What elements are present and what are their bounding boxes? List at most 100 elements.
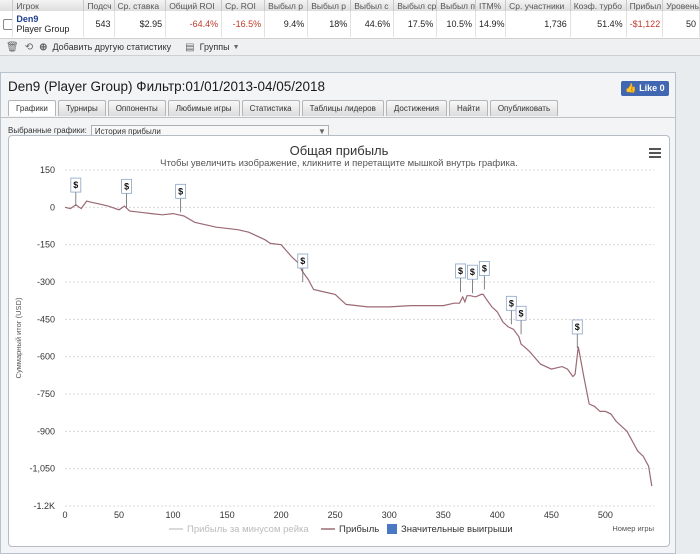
table-cell: 10.5% bbox=[436, 11, 477, 37]
table-cell: -16.5% bbox=[221, 11, 266, 37]
y-tick-label: -1,050 bbox=[29, 464, 55, 474]
column-header[interactable]: Уровень bbox=[662, 0, 700, 11]
groups-icon: ▤ bbox=[185, 41, 195, 53]
window-title: Den9 (Player Group) Фильтр:01/01/2013-04… bbox=[8, 79, 326, 94]
dollar-icon: $ bbox=[470, 267, 475, 277]
stats-table: Игрок Подсч Ср. ставка Общий ROI Ср. ROI Выбы… bbox=[0, 0, 700, 39]
table-cell: -64.4% bbox=[165, 11, 223, 37]
tab-3[interactable]: Любимые игры bbox=[167, 100, 240, 116]
column-header[interactable]: Ср. ставка bbox=[114, 0, 167, 11]
table-cell: 1,736 bbox=[505, 11, 571, 37]
tab-1[interactable]: Турниры bbox=[57, 100, 106, 116]
big-win-flag bbox=[297, 253, 309, 269]
column-header[interactable]: Выбыл п bbox=[436, 0, 477, 11]
big-win-flag bbox=[70, 177, 82, 193]
column-header[interactable]: Подсч bbox=[83, 0, 115, 11]
tab-8[interactable]: Опубликовать bbox=[489, 100, 559, 116]
hamburger-menu-icon[interactable] bbox=[649, 148, 661, 158]
y-tick-label: -900 bbox=[37, 426, 55, 436]
table-cell: 17.5% bbox=[393, 11, 438, 37]
y-tick-label: -750 bbox=[37, 389, 55, 399]
add-stat-button[interactable]: Добавить другую статистику bbox=[52, 42, 172, 52]
selected-charts-label: Выбранные графики: bbox=[8, 126, 87, 135]
dollar-icon: $ bbox=[575, 322, 580, 332]
player-name[interactable]: Den9 bbox=[16, 14, 39, 24]
column-header[interactable]: Выбыл с bbox=[350, 0, 395, 11]
add-icon[interactable]: ⊕ bbox=[39, 41, 48, 53]
tab-2[interactable]: Оппоненты bbox=[107, 100, 166, 116]
big-win-flag bbox=[455, 263, 466, 279]
chevron-down-icon[interactable]: ▼ bbox=[232, 43, 240, 51]
tab-4[interactable]: Статистика bbox=[241, 100, 300, 116]
y-axis-title: Суммарный итог (USD) bbox=[14, 297, 23, 378]
x-tick-label: 400 bbox=[490, 510, 505, 520]
like-label: Like 0 bbox=[639, 83, 665, 93]
y-tick-label: -1.2K bbox=[33, 501, 55, 511]
refresh-icon[interactable]: ⟲ bbox=[24, 41, 34, 53]
x-tick-label: 200 bbox=[274, 510, 289, 520]
dollar-icon: $ bbox=[124, 181, 129, 191]
player-window: Den9 (Player Group) Фильтр:01/01/2013-04… bbox=[0, 72, 676, 554]
big-win-flag bbox=[175, 183, 187, 199]
dollar-icon: $ bbox=[300, 256, 305, 266]
y-tick-label: -450 bbox=[37, 314, 55, 324]
column-header[interactable]: Ср. ROI bbox=[221, 0, 266, 11]
player-cell[interactable]: Den9 Player Group bbox=[12, 11, 85, 37]
x-tick-label: 300 bbox=[382, 510, 397, 520]
column-header[interactable]: Прибыл bbox=[626, 0, 664, 11]
column-header[interactable]: Выбыл р bbox=[264, 0, 309, 11]
chart-select-value: История прибыли bbox=[94, 127, 161, 136]
trash-icon[interactable]: 🗑 bbox=[6, 41, 19, 53]
x-tick-label: 500 bbox=[598, 510, 613, 520]
dollar-icon: $ bbox=[458, 266, 463, 276]
column-header[interactable]: Выбыл р bbox=[307, 0, 352, 11]
y-tick-label: 150 bbox=[40, 165, 55, 175]
dollar-icon: $ bbox=[509, 298, 514, 308]
x-tick-label: 250 bbox=[328, 510, 343, 520]
like-button[interactable]: 👍 Like 0 bbox=[621, 81, 669, 96]
y-tick-label: -600 bbox=[37, 352, 55, 362]
checkbox-icon[interactable] bbox=[3, 18, 12, 30]
x-tick-label: 350 bbox=[436, 510, 451, 520]
column-header[interactable]: Выбыл ср bbox=[393, 0, 438, 11]
row-checkbox[interactable] bbox=[0, 11, 14, 37]
big-win-flag bbox=[515, 305, 527, 321]
divider bbox=[1, 117, 675, 118]
legend-big-wins: Значительные выигрыши bbox=[401, 524, 513, 535]
column-header[interactable]: Игрок bbox=[12, 0, 85, 11]
tab-5[interactable]: Таблицы лидеров bbox=[301, 100, 384, 116]
column-header[interactable] bbox=[0, 0, 14, 11]
profit-chart[interactable]: 150 0 -150 -300 -450 -600 -750 -900 -1,050 -1.2K 0… bbox=[9, 136, 669, 546]
big-win-flag bbox=[478, 261, 490, 276]
x-tick-label: 150 bbox=[220, 510, 235, 520]
stats-toolbar: 🗑 ⟲ ⊕ Добавить другую статистику ▤ Групп… bbox=[0, 39, 700, 56]
column-header[interactable]: Общий ROI bbox=[165, 0, 223, 11]
chevron-down-icon[interactable]: ▼ bbox=[317, 127, 326, 136]
chart-panel[interactable]: Общая прибыль Чтобы увеличить изображени… bbox=[8, 135, 670, 547]
chart-title: Общая прибыль bbox=[289, 143, 389, 158]
table-cell: $2.95 bbox=[114, 11, 167, 37]
table-row[interactable]: Den9 Player Group 543 $2.95 -64.4% -16.5% 9.… bbox=[0, 11, 700, 37]
tab-6[interactable]: Достижения bbox=[385, 100, 447, 116]
tab-7[interactable]: Найти bbox=[448, 100, 488, 116]
column-header[interactable]: Коэф. турбо bbox=[570, 0, 627, 11]
table-cell: 51.4% bbox=[570, 11, 627, 37]
groups-dropdown[interactable]: Группы bbox=[199, 42, 230, 52]
tab-0[interactable]: Графики bbox=[8, 100, 56, 116]
big-win-flag bbox=[467, 264, 478, 280]
dollar-icon: $ bbox=[73, 180, 78, 190]
x-tick-label: 450 bbox=[544, 510, 559, 520]
column-header[interactable]: ITM% bbox=[475, 0, 507, 11]
y-tick-label: 0 bbox=[50, 202, 55, 212]
dollar-icon: $ bbox=[482, 263, 487, 273]
table-cell: 543 bbox=[83, 11, 115, 37]
table-cell: 44.6% bbox=[350, 11, 395, 37]
x-tick-label: 100 bbox=[166, 510, 181, 520]
x-tick-label: 50 bbox=[114, 510, 124, 520]
thumbs-up-icon: 👍 bbox=[625, 83, 637, 93]
big-win-flag bbox=[571, 319, 583, 335]
table-cell: 14.9% bbox=[475, 11, 507, 37]
column-header[interactable]: Ср. участники bbox=[505, 0, 571, 11]
player-group: Player Group bbox=[16, 24, 70, 34]
big-win-flag bbox=[121, 178, 133, 194]
